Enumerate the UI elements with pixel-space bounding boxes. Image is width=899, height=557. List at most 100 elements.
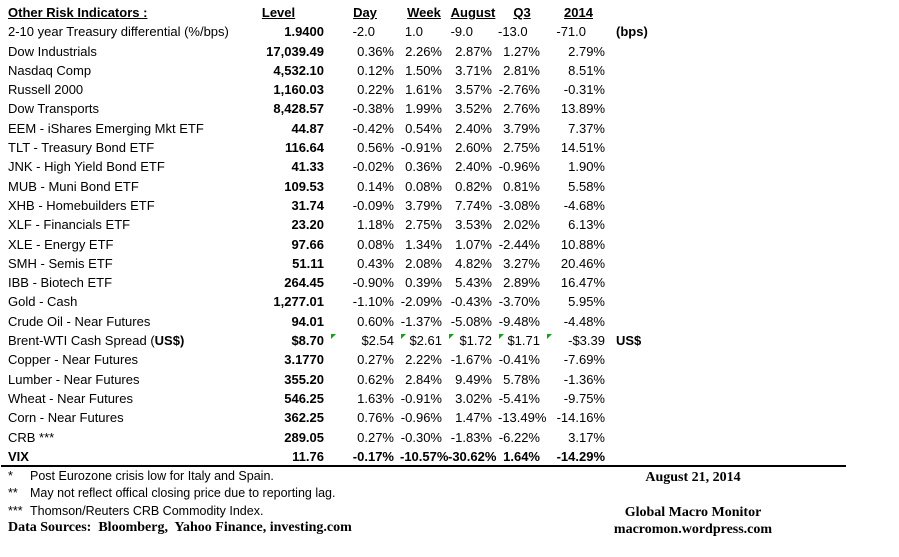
cell-week: $2.61 <box>400 331 448 350</box>
cell-week: -1.37% <box>400 313 442 329</box>
cell-august: -9.0 <box>450 24 473 40</box>
cell-2014: -$3.39 <box>546 331 611 350</box>
table-row: XLE - Energy ETF 97.66 0.08% 1.34% 1.07% -2.4… <box>8 235 701 254</box>
cell-2014: 16.47% <box>560 275 605 291</box>
table-row: EEM - iShares Emerging Mkt ETF 44.87 -0.42… <box>8 119 701 138</box>
cell-week: -0.30% <box>400 429 442 445</box>
cell-2014: -14.29% <box>556 448 605 464</box>
column-header-level: Level <box>261 5 296 20</box>
table-row: TLT - Treasury Bond ETF 116.64 0.56% -0.91%… <box>8 138 701 157</box>
cell-2014: -4.48% <box>563 313 605 329</box>
row-label: Crude Oil - Near Futures <box>8 313 151 329</box>
cell-2014: 7.37% <box>568 120 605 136</box>
cell-q3: -3.70% <box>498 294 540 310</box>
cell-2014: 5.95% <box>568 294 605 310</box>
cell-level: 31.74 <box>291 197 324 213</box>
cell-day: 0.76% <box>357 410 394 426</box>
cell-q3: -2.44% <box>498 236 540 252</box>
table-row: Brent-WTI Cash Spread (US$) $8.70 $2.54 $2.… <box>8 331 701 350</box>
cell-week: 1.61% <box>405 82 442 98</box>
footnote-3: *** Thomson/Reuters CRB Commodity Index. <box>8 504 336 521</box>
cell-q3: 2.81% <box>503 62 540 78</box>
cell-note <box>611 273 701 292</box>
table-row: CRB *** 289.05 0.27% -0.30% -1.83% -6.22% 3.17… <box>8 428 701 447</box>
cell-august: 3.71% <box>455 62 492 78</box>
cell-2014: -9.75% <box>563 390 605 406</box>
cell-august: 3.53% <box>455 217 492 233</box>
column-header-week: Week <box>407 5 441 20</box>
table-row: IBB - Biotech ETF 264.45 -0.90% 0.39% 5.43% 2… <box>8 273 701 292</box>
footnote-2-marker: ** <box>8 486 18 501</box>
cell-q3: -13.0 <box>498 24 528 40</box>
table-row: VIX 11.76 -0.17% -10.57% -30.62% 1.64% -14.29% <box>8 447 701 466</box>
cell-q3: 0.81% <box>503 178 540 194</box>
cell-q3: 2.02% <box>503 217 540 233</box>
report-date: August 21, 2014 <box>645 470 741 485</box>
row-label: Dow Transports <box>8 101 100 117</box>
footnote-2: ** May not reflect offical closing price… <box>8 486 336 503</box>
cell-note <box>611 235 701 254</box>
cell-level: 1.9400 <box>284 24 324 40</box>
cell-august: 7.74% <box>455 197 492 213</box>
cell-level: 289.05 <box>284 429 324 445</box>
table-row: XHB - Homebuilders ETF 31.74 -0.09% 3.79% 7.… <box>8 196 701 215</box>
cell-august: -1.67% <box>450 352 492 368</box>
row-label: MUB - Muni Bond ETF <box>8 178 139 194</box>
cell-note <box>611 61 701 80</box>
cell-q3: 1.64% <box>503 448 540 464</box>
cell-q3: 2.89% <box>503 275 540 291</box>
cell-day: -0.90% <box>352 275 394 291</box>
row-label: JNK - High Yield Bond ETF <box>8 159 165 175</box>
cell-q3: -6.22% <box>498 429 540 445</box>
cell-level: 8,428.57 <box>273 101 324 117</box>
cell-level: 17,039.49 <box>266 43 324 59</box>
row-label: Corn - Near Futures <box>8 410 124 426</box>
cell-note <box>611 157 701 176</box>
cell-note <box>611 42 701 61</box>
cell-week: 2.26% <box>405 43 442 59</box>
cell-q3: -13.49% <box>498 410 547 426</box>
cell-week: 2.84% <box>405 371 442 387</box>
cell-week: 2.08% <box>405 255 442 271</box>
brand-name: Global Macro Monitor <box>624 504 762 520</box>
cell-august: 5.43% <box>455 275 492 291</box>
cell-august: 1.47% <box>455 410 492 426</box>
data-sources-line: Data Sources: Bloomberg, Yahoo Finance, … <box>8 520 352 535</box>
cell-week: 0.36% <box>405 159 442 175</box>
cell-august: 3.02% <box>455 390 492 406</box>
table-header-row: Other Risk Indicators : Level Day Week A… <box>8 3 701 22</box>
cell-q3: -0.41% <box>498 352 540 368</box>
column-header-august: August <box>450 5 496 20</box>
cell-day: 0.62% <box>357 371 394 387</box>
cell-level: 3.1770 <box>284 352 324 368</box>
cell-august: 2.60% <box>455 140 492 156</box>
cell-week: -0.91% <box>400 140 442 156</box>
cell-week: 1.34% <box>405 236 442 252</box>
cell-2014: 10.88% <box>560 236 605 252</box>
row-label: XLF - Financials ETF <box>8 217 131 233</box>
cell-day: 1.63% <box>357 390 394 406</box>
footnote-1-marker: * <box>8 469 13 483</box>
row-label: XHB - Homebuilders ETF <box>8 197 155 213</box>
cell-2014: -0.31% <box>563 82 605 98</box>
cell-day: -0.17% <box>352 448 394 464</box>
cell-august: -0.43% <box>450 294 492 310</box>
cell-q3: 5.78% <box>503 371 540 387</box>
footnote-3-marker: *** <box>8 503 23 518</box>
cell-august: -5.08% <box>450 313 492 329</box>
cell-week: -2.09% <box>400 294 442 310</box>
cell-level: 97.66 <box>291 236 324 252</box>
cell-week: 2.75% <box>405 217 442 233</box>
footnotes: * Post Eurozone crisis low for Italy and… <box>8 469 336 521</box>
cell-level: $8.70 <box>291 333 324 349</box>
cell-week: 0.39% <box>405 275 442 291</box>
cell-q3: -9.48% <box>498 313 540 329</box>
table-row: SMH - Semis ETF 51.11 0.43% 2.08% 4.82% 3.27%… <box>8 254 701 273</box>
cell-level: 1,277.01 <box>273 294 324 310</box>
table-row: Russell 2000 1,160.03 0.22% 1.61% 3.57% -2.76… <box>8 80 701 99</box>
cell-level: 51.11 <box>292 255 324 271</box>
cell-2014: 20.46% <box>560 255 605 271</box>
cell-note: US$ <box>616 333 642 349</box>
row-label: Copper - Near Futures <box>8 352 139 368</box>
